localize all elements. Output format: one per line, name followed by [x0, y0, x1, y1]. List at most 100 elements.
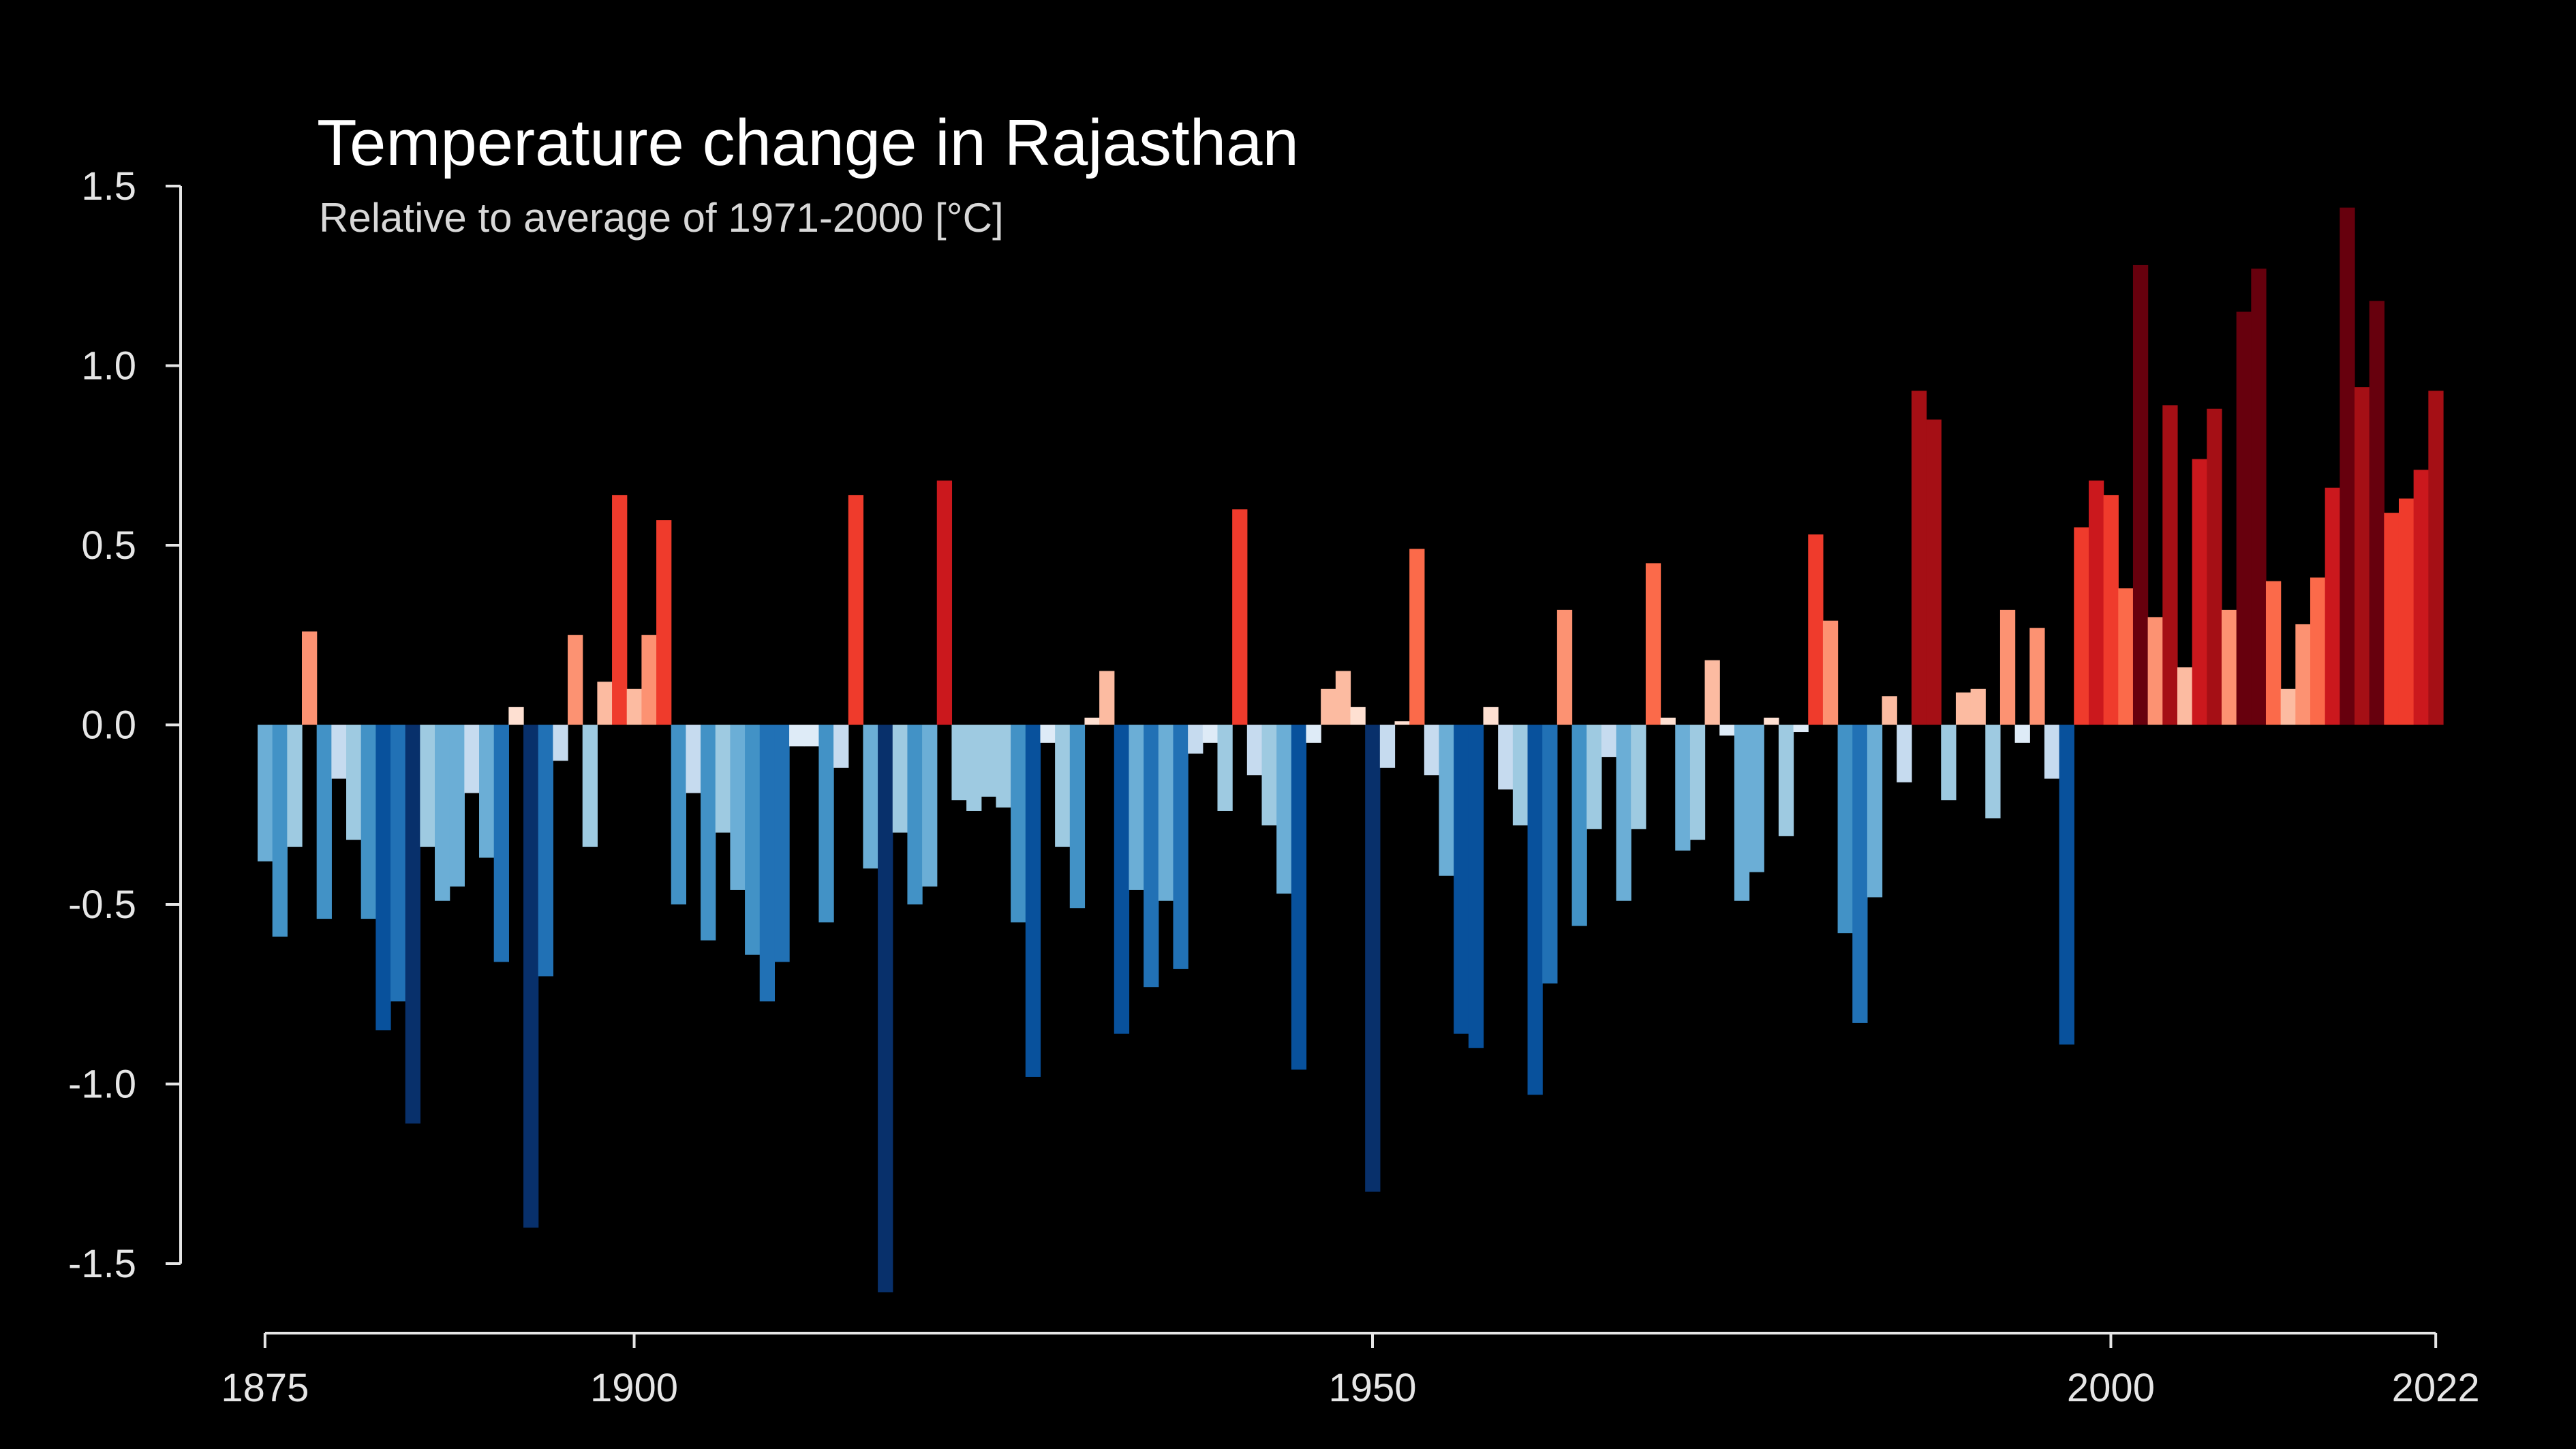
bar-1889 — [464, 724, 480, 793]
bar-1968 — [1631, 724, 1646, 829]
chart-subtitle: Relative to average of 1971-2000 [°C] — [319, 195, 1004, 241]
bar-1967 — [1616, 724, 1631, 901]
bar-1905 — [701, 724, 716, 941]
bar-1943 — [1261, 724, 1277, 826]
bar-1971 — [1675, 724, 1691, 851]
bar-1963 — [1557, 609, 1573, 725]
bar-1906 — [715, 724, 731, 833]
bar-2005 — [2177, 667, 2193, 725]
bar-1997 — [2059, 724, 2074, 1045]
bar-1993 — [1999, 609, 2016, 725]
bar-2014 — [2310, 577, 2326, 725]
bar-1927 — [1025, 724, 1041, 1077]
bar-2011 — [2265, 581, 2282, 725]
bar-1945 — [1291, 724, 1307, 1070]
bar-1989 — [1941, 724, 1957, 801]
bar-2021 — [2413, 470, 2429, 725]
bar-1902 — [656, 520, 672, 725]
bar-1990 — [1955, 692, 1972, 725]
bar-2020 — [2398, 498, 2414, 725]
bar-1937 — [1173, 724, 1189, 969]
bar-2004 — [2162, 405, 2178, 725]
bar-1900 — [626, 688, 642, 725]
bar-2008 — [2221, 609, 2237, 725]
bar-2013 — [2295, 624, 2311, 725]
bar-1986 — [1897, 724, 1912, 782]
bar-1877 — [287, 724, 303, 847]
bar-2009 — [2236, 311, 2252, 725]
bar-1966 — [1601, 724, 1617, 757]
bar-1982 — [1837, 724, 1853, 934]
bar-1935 — [1144, 724, 1159, 988]
bar-2012 — [2280, 688, 2296, 725]
bar-1961 — [1527, 724, 1543, 1095]
bar-2006 — [2192, 459, 2207, 725]
y-tick-label: -0.5 — [68, 883, 136, 927]
bar-1987 — [1911, 391, 1927, 725]
bar-1886 — [420, 724, 435, 847]
bar-1914 — [833, 724, 849, 768]
bar-1965 — [1586, 724, 1602, 829]
bar-1908 — [745, 724, 761, 955]
bar-1903 — [671, 724, 686, 904]
bar-1960 — [1512, 724, 1529, 826]
bar-1983 — [1852, 724, 1868, 1023]
bar-1941 — [1232, 509, 1248, 725]
x-tick-label: 2000 — [2067, 1366, 2155, 1410]
bar-1970 — [1660, 717, 1676, 725]
bar-1876 — [272, 724, 288, 937]
bar-1930 — [1069, 724, 1086, 909]
bar-1909 — [759, 724, 776, 1002]
bar-1888 — [449, 724, 465, 887]
y-tick-label: 1.5 — [81, 164, 136, 209]
bar-1952 — [1394, 721, 1410, 725]
bar-1879 — [316, 724, 332, 919]
bar-1880 — [331, 724, 347, 779]
y-tick-label: 0.5 — [81, 523, 136, 568]
bar-2015 — [2325, 487, 2340, 725]
bar-1897 — [582, 724, 598, 847]
bar-1953 — [1409, 549, 1425, 725]
bar-1977 — [1764, 717, 1779, 725]
bar-2007 — [2207, 408, 2222, 725]
bar-1893 — [523, 724, 539, 1228]
bar-1958 — [1483, 707, 1499, 725]
bar-1921 — [936, 481, 953, 725]
x-tick-label: 1950 — [1328, 1366, 1416, 1410]
bar-1938 — [1188, 724, 1203, 754]
bar-1950 — [1365, 724, 1381, 1192]
bar-1978 — [1778, 724, 1794, 836]
bar-1956 — [1454, 724, 1469, 1034]
bar-1991 — [1970, 688, 1986, 725]
bar-2017 — [2354, 387, 2370, 725]
bar-1932 — [1099, 671, 1115, 725]
bar-1885 — [405, 724, 420, 1124]
bar-1996 — [2044, 724, 2060, 779]
bar-1923 — [966, 724, 982, 811]
bar-1939 — [1202, 724, 1218, 743]
y-tick-label: 0.0 — [81, 703, 136, 748]
bar-1980 — [1808, 534, 1824, 725]
bar-1949 — [1350, 707, 1366, 725]
bar-2019 — [2384, 513, 2399, 725]
bar-1988 — [1926, 419, 1942, 725]
bar-1920 — [922, 724, 938, 887]
bar-1894 — [538, 724, 553, 977]
bar-1931 — [1084, 717, 1100, 725]
y-tick-label: 1.0 — [81, 344, 136, 388]
bar-1913 — [818, 724, 834, 923]
bar-1904 — [686, 724, 701, 793]
bar-1919 — [907, 724, 923, 904]
x-tick-label: 2022 — [2392, 1366, 2480, 1410]
bar-1924 — [981, 724, 997, 797]
bar-1974 — [1719, 724, 1735, 736]
bar-1948 — [1335, 671, 1351, 725]
bar-1942 — [1246, 724, 1263, 776]
bar-1922 — [951, 724, 967, 801]
bar-1901 — [641, 635, 657, 725]
bar-1912 — [803, 724, 820, 747]
bar-1934 — [1129, 724, 1144, 890]
bar-1884 — [390, 724, 406, 1002]
bar-2002 — [2132, 264, 2149, 725]
